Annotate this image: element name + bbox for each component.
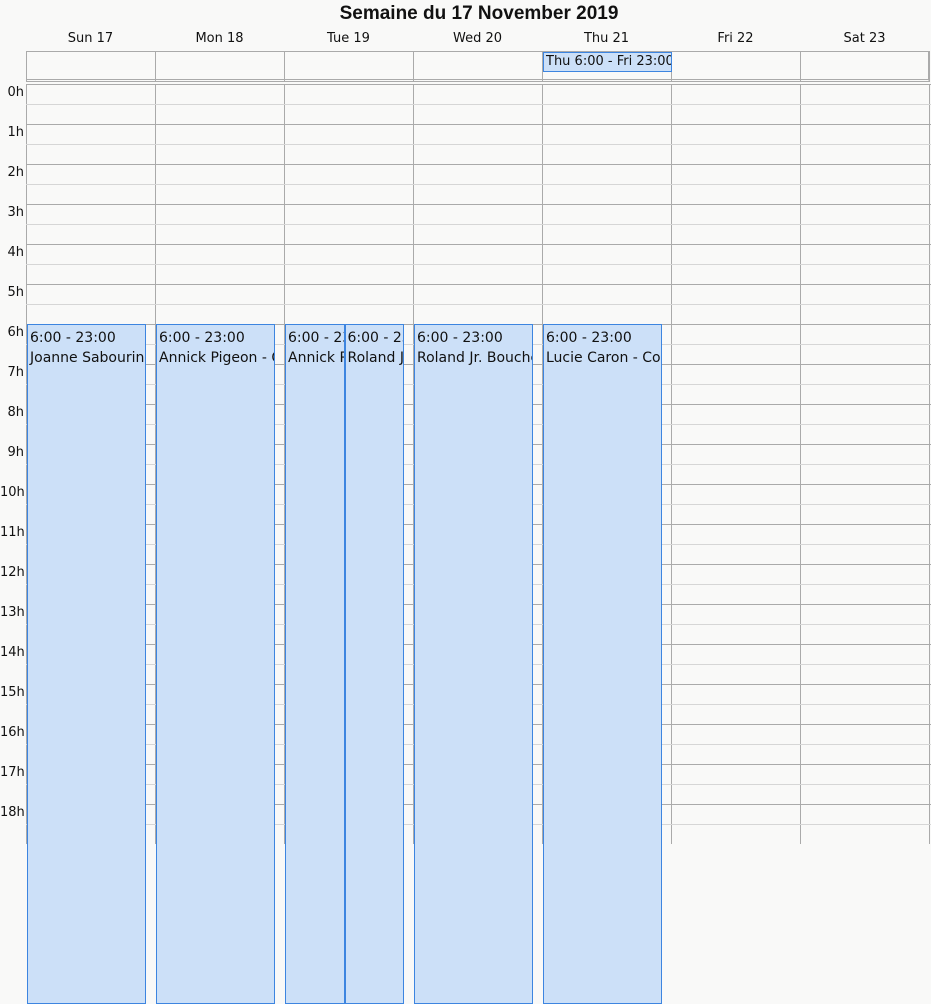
half-hour-line [26, 104, 931, 105]
all-day-column-divider [413, 51, 414, 82]
all-day-column-divider [800, 51, 801, 82]
hour-line [26, 244, 931, 245]
hour-label: 0h [7, 85, 24, 100]
all-day-event[interactable]: Thu 6:00 - Fri 23:00 [543, 52, 672, 72]
day-header[interactable]: Sun 17 [67, 31, 114, 46]
all-day-column-divider [26, 51, 27, 82]
event-time: 6:00 - 23:00 [30, 330, 116, 346]
event-time: 6:00 - 23:00 [417, 330, 503, 346]
calendar-event[interactable]: 6:00 - 23:00 Annick Pigeon - C [156, 324, 275, 1004]
all-day-event-label: Thu 6:00 - Fri 23:00 [546, 54, 672, 69]
hour-line [26, 84, 931, 85]
all-day-column-divider [929, 51, 930, 82]
hour-line [26, 164, 931, 165]
hour-label: 17h [0, 765, 25, 780]
event-time: 6:00 - 23:00 [288, 330, 344, 346]
calendar-event[interactable]: 6:00 - 23:00 Joanne Sabourin [27, 324, 146, 1004]
half-hour-line [26, 264, 931, 265]
event-title: Lucie Caron - Con [546, 350, 662, 366]
week-title: Semaine du 17 November 2019 [339, 3, 619, 24]
event-title: Annick Pigeon - C [159, 350, 275, 366]
hour-line [26, 204, 931, 205]
hour-line [26, 284, 931, 285]
day-header[interactable]: Fri 22 [717, 31, 754, 46]
event-title: Roland Jr. Bouche [417, 350, 533, 366]
calendar-event[interactable]: 6:00 - 23:00 Roland Jr. Bouche [414, 324, 533, 1004]
event-title: Roland J [347, 350, 404, 366]
hour-label: 10h [0, 485, 25, 500]
all-day-column-divider [284, 51, 285, 82]
all-day-row[interactable] [26, 51, 929, 82]
day-header[interactable]: Tue 19 [327, 31, 370, 46]
half-hour-line [26, 144, 931, 145]
hour-label: 1h [7, 125, 24, 140]
hour-label: 2h [7, 165, 24, 180]
day-header[interactable]: Mon 18 [195, 31, 244, 46]
calendar-event[interactable]: 6:00 - 23:00 Annick P [285, 324, 345, 1004]
day-header[interactable]: Thu 21 [583, 31, 630, 46]
day-header[interactable]: Wed 20 [452, 31, 503, 46]
hour-label: 13h [0, 605, 25, 620]
hour-label: 5h [7, 285, 24, 300]
hour-label: 18h [0, 805, 25, 820]
day-header[interactable]: Sat 23 [843, 31, 886, 46]
hour-label: 15h [0, 685, 25, 700]
all-day-column-divider [542, 51, 543, 82]
event-time: 6:00 - 23:00 [546, 330, 632, 346]
hour-label: 9h [7, 445, 24, 460]
hour-label: 11h [0, 525, 25, 540]
hour-label: 7h [7, 365, 24, 380]
hour-label: 6h [7, 325, 24, 340]
hour-label: 12h [0, 565, 25, 580]
hour-label: 8h [7, 405, 24, 420]
half-hour-line [26, 304, 931, 305]
all-day-column-divider [155, 51, 156, 82]
half-hour-line [26, 184, 931, 185]
hour-label: 4h [7, 245, 24, 260]
event-time: 6:00 - 23:00 [159, 330, 245, 346]
hour-label: 3h [7, 205, 24, 220]
half-hour-line [26, 224, 931, 225]
calendar-event[interactable]: 6:00 - 23:00 Lucie Caron - Con [543, 324, 662, 1004]
event-time: 6:00 - 23:00 [347, 330, 404, 346]
hour-label: 16h [0, 725, 25, 740]
hour-label: 14h [0, 645, 25, 660]
event-title: Annick P [288, 350, 345, 366]
event-title: Joanne Sabourin [30, 350, 145, 366]
hour-line [26, 124, 931, 125]
calendar-event[interactable]: 6:00 - 23:00 Roland J [344, 324, 404, 1004]
